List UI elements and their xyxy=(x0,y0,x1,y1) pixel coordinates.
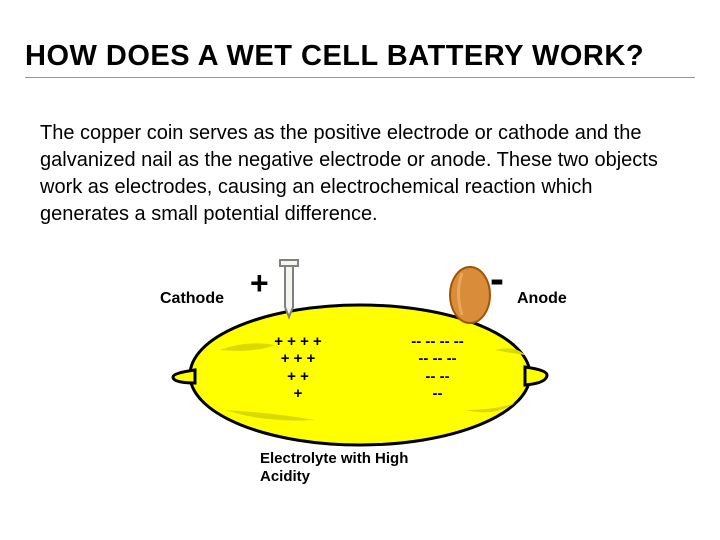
copper-coin-icon xyxy=(450,267,490,323)
charge-row: -- xyxy=(395,385,480,402)
plus-sign-label: + xyxy=(250,265,269,302)
body-paragraph: The copper coin serves as the positive e… xyxy=(40,120,670,228)
minus-sign-label: - xyxy=(490,255,504,303)
minus-charges: -- -- -- -- -- -- -- -- -- -- xyxy=(395,333,480,402)
charge-row: + xyxy=(268,385,328,402)
charge-row: -- -- -- -- xyxy=(395,333,480,350)
plus-charges: + + + + + + + + + + xyxy=(268,333,328,402)
charge-row: + + + + xyxy=(268,333,328,350)
electrolyte-label: Electrolyte with High Acidity xyxy=(260,450,430,486)
nail-icon xyxy=(280,260,298,317)
anode-label: Anode xyxy=(517,290,567,308)
page-title: HOW DOES A WET CELL BATTERY WORK? xyxy=(25,40,695,78)
charge-row: + + xyxy=(268,368,328,385)
charge-row: + + + xyxy=(268,350,328,367)
cathode-label: Cathode xyxy=(160,290,224,308)
charge-row: -- -- -- xyxy=(395,350,480,367)
charge-row: -- -- xyxy=(395,368,480,385)
